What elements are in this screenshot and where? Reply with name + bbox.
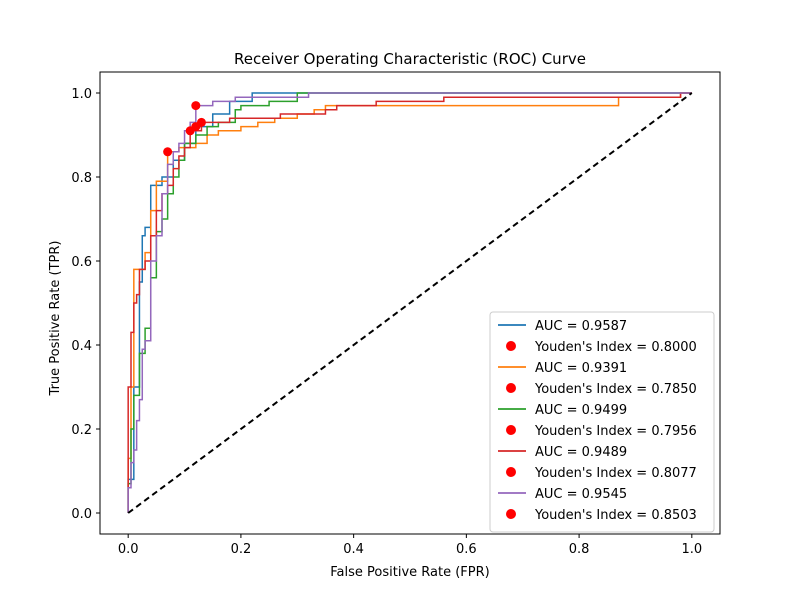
legend-marker-swatch bbox=[506, 425, 516, 435]
x-tick-label: 0.6 bbox=[456, 542, 477, 557]
x-tick-label: 0.0 bbox=[118, 542, 139, 557]
x-axis: 0.0 0.2 0.4 0.6 0.8 1.0 bbox=[118, 534, 702, 557]
roc-line-1 bbox=[127, 92, 692, 513]
youden-point-5 bbox=[191, 101, 201, 111]
legend-marker-swatch bbox=[506, 509, 516, 519]
legend: AUC = 0.9587 Youden's Index = 0.8000 AUC =… bbox=[489, 311, 715, 533]
legend-label: AUC = 0.9545 bbox=[535, 487, 627, 502]
roc-line-4 bbox=[127, 92, 692, 513]
axes-frame bbox=[99, 71, 721, 535]
y-axis: 0.0 0.2 0.4 0.6 0.8 1.0 bbox=[71, 87, 100, 522]
legend-marker-swatch bbox=[506, 467, 516, 477]
legend-label: Youden's Index = 0.8503 bbox=[534, 508, 697, 523]
youden-point-2 bbox=[163, 147, 173, 157]
legend-label: Youden's Index = 0.8077 bbox=[534, 466, 697, 481]
youden-point-4 bbox=[196, 117, 206, 127]
y-tick-label: 0.8 bbox=[71, 171, 92, 186]
x-axis-label: False Positive Rate (FPR) bbox=[330, 565, 489, 580]
plot-area bbox=[99, 71, 721, 535]
roc-line-5 bbox=[127, 92, 692, 513]
legend-label: AUC = 0.9489 bbox=[535, 445, 627, 460]
x-tick-label: 0.2 bbox=[231, 542, 252, 557]
legend-box bbox=[489, 311, 715, 533]
y-tick-label: 0.4 bbox=[71, 339, 92, 354]
legend-label: Youden's Index = 0.8000 bbox=[534, 340, 697, 355]
random-classifier-line bbox=[127, 92, 693, 514]
x-tick-label: 1.0 bbox=[681, 542, 702, 557]
legend-marker-swatch bbox=[506, 383, 516, 393]
chart-title: Receiver Operating Characteristic (ROC) … bbox=[234, 50, 586, 68]
y-tick-label: 0.6 bbox=[71, 255, 92, 270]
x-tick-label: 0.4 bbox=[343, 542, 364, 557]
x-tick-label: 0.8 bbox=[569, 542, 590, 557]
legend-label: Youden's Index = 0.7956 bbox=[534, 424, 697, 439]
y-tick-label: 0.0 bbox=[71, 507, 92, 522]
y-tick-label: 0.2 bbox=[71, 423, 92, 438]
legend-label: Youden's Index = 0.7850 bbox=[534, 382, 697, 397]
y-tick-label: 1.0 bbox=[71, 87, 92, 102]
legend-label: AUC = 0.9587 bbox=[535, 319, 627, 334]
legend-label: AUC = 0.9499 bbox=[535, 403, 627, 418]
legend-label: AUC = 0.9391 bbox=[535, 361, 627, 376]
legend-marker-swatch bbox=[506, 341, 516, 351]
y-axis-label: True Positive Rate (TPR) bbox=[48, 241, 63, 397]
